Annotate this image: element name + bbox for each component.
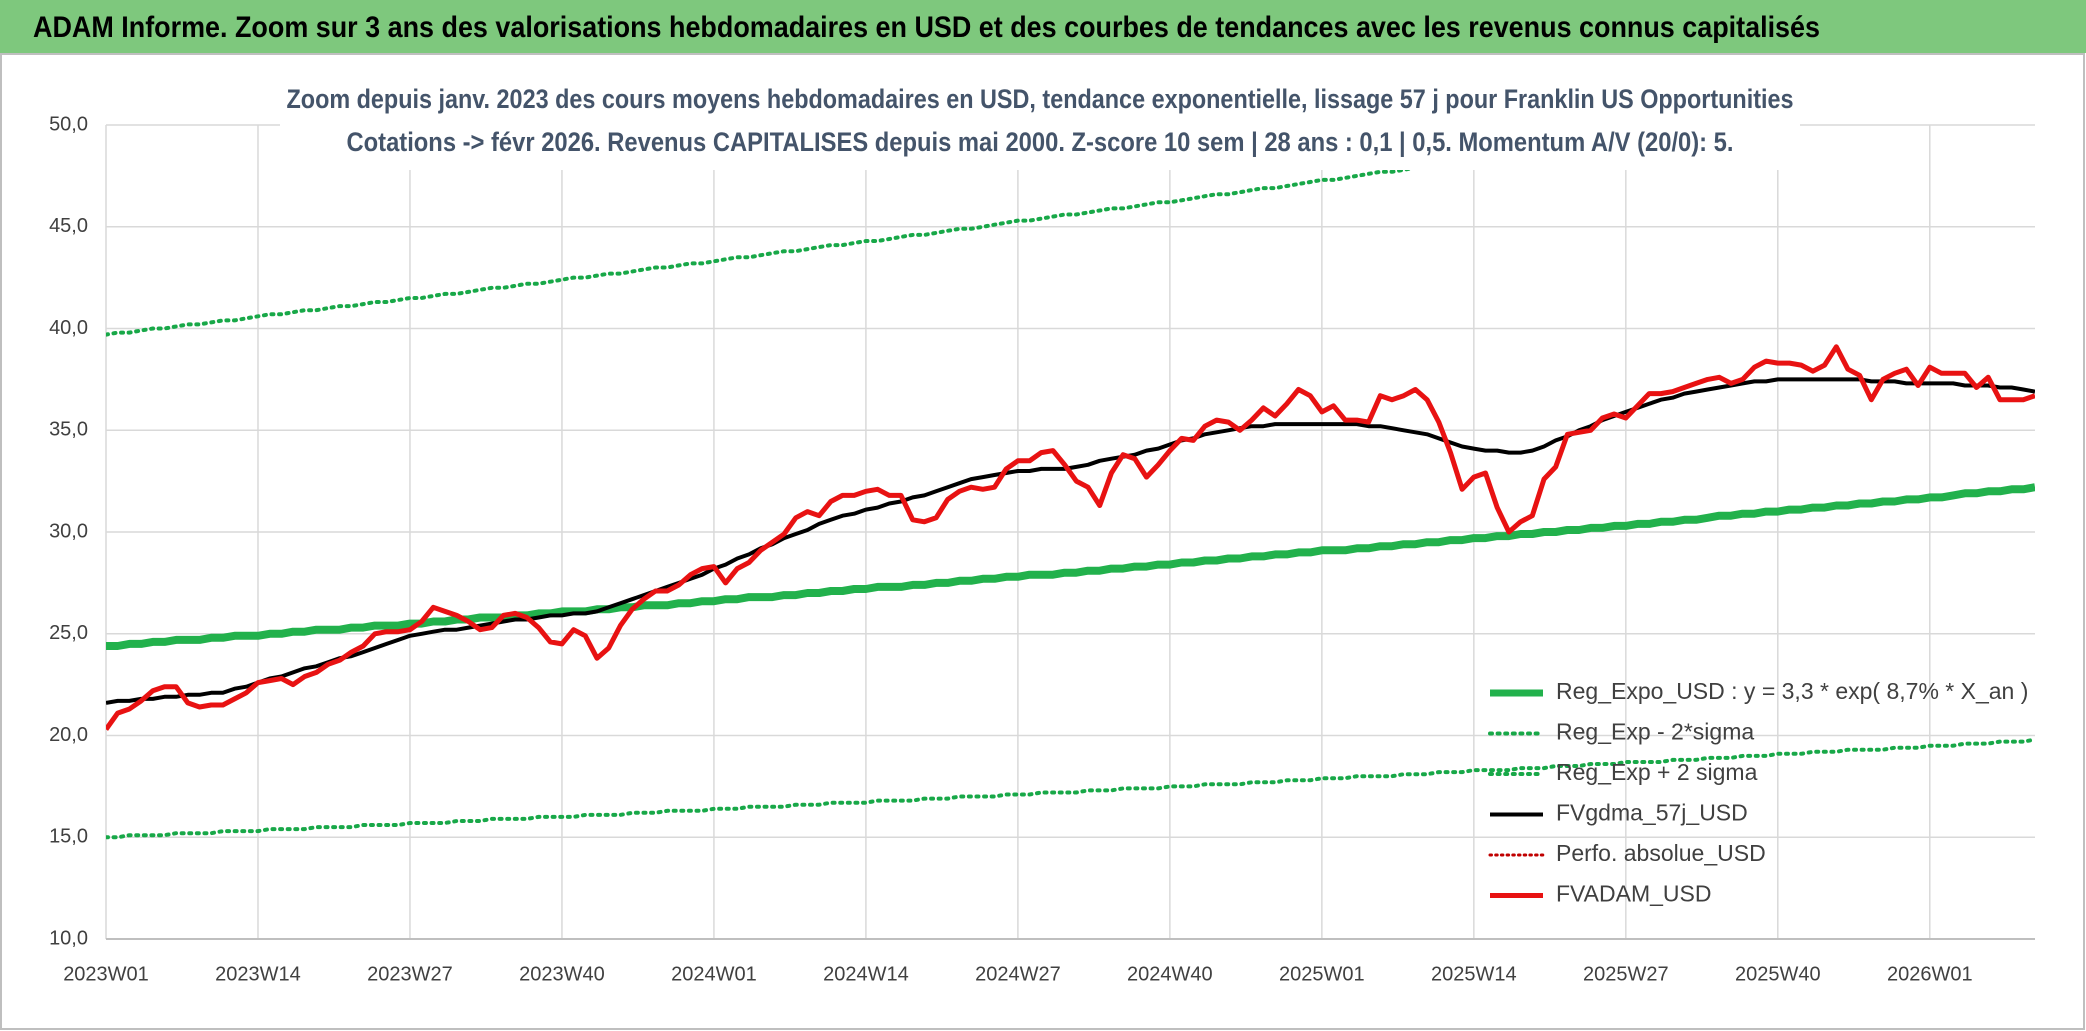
series-line [106, 737, 2035, 840]
series-line [106, 483, 2035, 650]
legend-label: Reg_Exp - 2*sigma [1556, 719, 1754, 745]
x-tick-label: 2025W27 [1583, 963, 1669, 985]
y-tick-label: 50,0 [49, 113, 88, 135]
subtitle-line: Cotations -> févr 2026. Revenus CAPITALI… [347, 127, 1734, 157]
y-tick-label: 10,0 [49, 927, 88, 949]
legend-label: FVADAM_USD [1556, 881, 1712, 907]
legend-label: Reg_Exp + 2 sigma [1556, 759, 1758, 785]
y-tick-label: 35,0 [49, 419, 88, 441]
x-tick-label: 2023W14 [215, 963, 301, 985]
x-tick-label: 2023W27 [367, 963, 453, 985]
y-tick-label: 20,0 [49, 724, 88, 746]
y-tick-label: 30,0 [49, 520, 88, 542]
x-tick-label: 2025W01 [1279, 963, 1365, 985]
series-line [106, 344, 2035, 731]
x-tick-label: 2024W27 [975, 963, 1061, 985]
y-tick-label: 15,0 [49, 826, 88, 848]
x-tick-label: 2025W14 [1431, 963, 1517, 985]
subtitle-line: Zoom depuis janv. 2023 des cours moyens … [287, 84, 1794, 114]
y-tick-label: 25,0 [49, 622, 88, 644]
chart-title: ADAM Informe. Zoom sur 3 ans des valoris… [33, 11, 1820, 44]
series-line [106, 377, 2035, 705]
chart-frame [0, 53, 2085, 1030]
legend-label: FVgdma_57j_USD [1556, 800, 1748, 826]
y-tick-label: 45,0 [49, 215, 88, 237]
x-tick-label: 2024W14 [823, 963, 909, 985]
x-tick-label: 2026W01 [1887, 963, 1973, 985]
title-banner [0, 0, 2086, 53]
legend-label: Reg_Expo_USD : y = 3,3 * exp( 8,7% * X_a… [1556, 678, 2028, 704]
legend-label: Perfo. absolue_USD [1556, 840, 1766, 866]
x-tick-label: 2023W01 [63, 963, 149, 985]
legend: Reg_Expo_USD : y = 3,3 * exp( 8,7% * X_a… [1488, 678, 2028, 907]
x-tick-label: 2024W01 [671, 963, 757, 985]
subtitle-box [280, 78, 1800, 170]
x-tick-label: 2025W40 [1735, 963, 1821, 985]
y-tick-label: 40,0 [49, 317, 88, 339]
x-tick-label: 2024W40 [1127, 963, 1213, 985]
x-tick-label: 2023W40 [519, 963, 605, 985]
